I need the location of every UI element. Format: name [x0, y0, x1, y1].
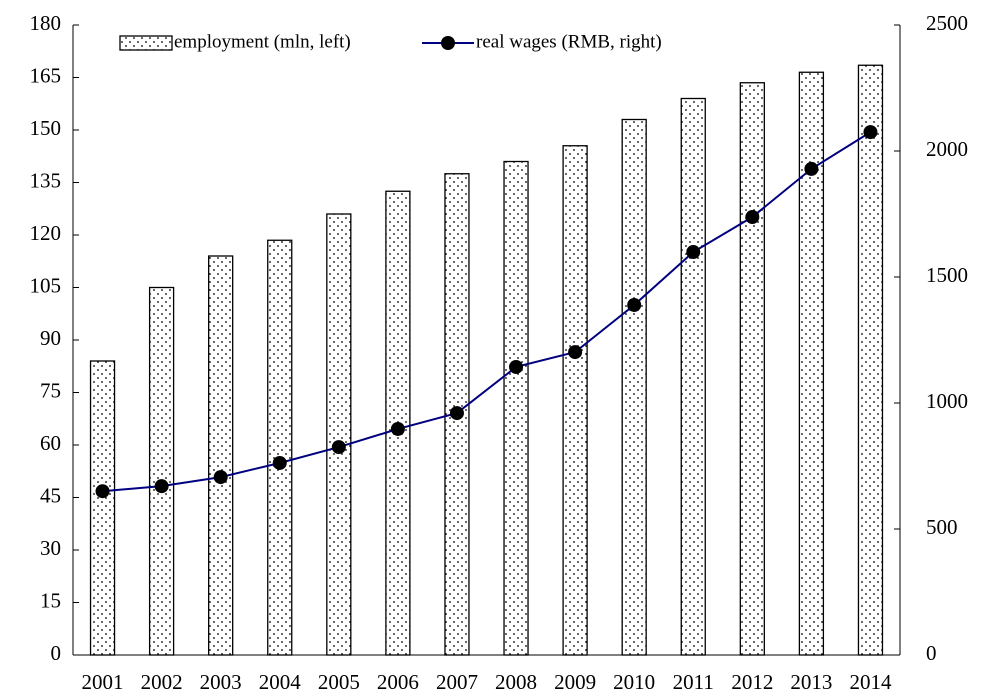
y2-tick-label: 1000: [926, 389, 968, 413]
marker: [627, 297, 642, 312]
legend-label: real wages (RMB, right): [476, 31, 662, 52]
bar: [798, 71, 825, 656]
y2-tick-label: 2000: [926, 137, 968, 161]
bar: [148, 286, 175, 656]
x-tick-label: 2007: [436, 670, 478, 694]
x-tick-label: 2001: [82, 670, 124, 694]
y-tick-label: 0: [51, 641, 62, 665]
line: [102, 131, 871, 493]
y2-tick-label: 1500: [926, 263, 968, 287]
bar: [89, 360, 116, 656]
x-tick-label: 2008: [495, 670, 537, 694]
bar: [621, 118, 647, 656]
x-tick-label: 2014: [849, 670, 892, 694]
y-tick-label: 180: [30, 11, 62, 35]
y-tick-label: 30: [40, 536, 61, 560]
x-tick-label: 2005: [318, 670, 360, 694]
y-tick-label: 45: [40, 483, 61, 507]
y2-tick-label: 0: [926, 641, 937, 665]
marker: [509, 359, 524, 374]
marker: [449, 406, 464, 421]
y2-tick-label: 500: [926, 515, 958, 539]
y-tick-label: 120: [30, 221, 62, 245]
bar: [680, 97, 706, 656]
legend-swatch: [119, 35, 173, 51]
marker: [331, 440, 346, 455]
marker: [272, 455, 287, 470]
y-tick-label: 75: [40, 378, 61, 402]
y-tick-label: 90: [40, 326, 61, 350]
bar: [857, 64, 884, 656]
marker: [745, 210, 760, 225]
x-tick-label: 2009: [554, 670, 596, 694]
x-tick-label: 2012: [731, 670, 773, 694]
marker: [863, 125, 878, 140]
y-tick-label: 150: [30, 116, 62, 140]
y-tick-label: 105: [30, 273, 62, 297]
marker: [390, 421, 405, 436]
marker: [686, 245, 701, 260]
marker: [95, 484, 110, 499]
marker: [154, 479, 169, 494]
bar: [326, 213, 352, 656]
y-tick-label: 15: [40, 588, 61, 612]
y2-tick-label: 2500: [926, 11, 968, 35]
y-tick-label: 60: [40, 431, 61, 455]
bar: [267, 239, 293, 656]
bar: [208, 255, 234, 656]
x-tick-label: 2003: [200, 670, 242, 694]
bar: [739, 82, 765, 656]
bar: [562, 145, 588, 656]
marker: [213, 470, 228, 485]
legend-label: employment (mln, left): [174, 31, 351, 52]
x-tick-label: 2002: [141, 670, 183, 694]
marker: [568, 345, 583, 360]
y-tick-label: 135: [30, 168, 62, 192]
x-tick-label: 2013: [790, 670, 832, 694]
x-tick-label: 2010: [613, 670, 655, 694]
y-tick-label: 165: [30, 63, 62, 87]
bar: [503, 160, 529, 656]
marker: [804, 161, 819, 176]
legend-marker: [441, 36, 455, 50]
x-tick-label: 2006: [377, 670, 419, 694]
x-tick-label: 2011: [673, 670, 714, 694]
x-tick-label: 2004: [259, 670, 302, 694]
